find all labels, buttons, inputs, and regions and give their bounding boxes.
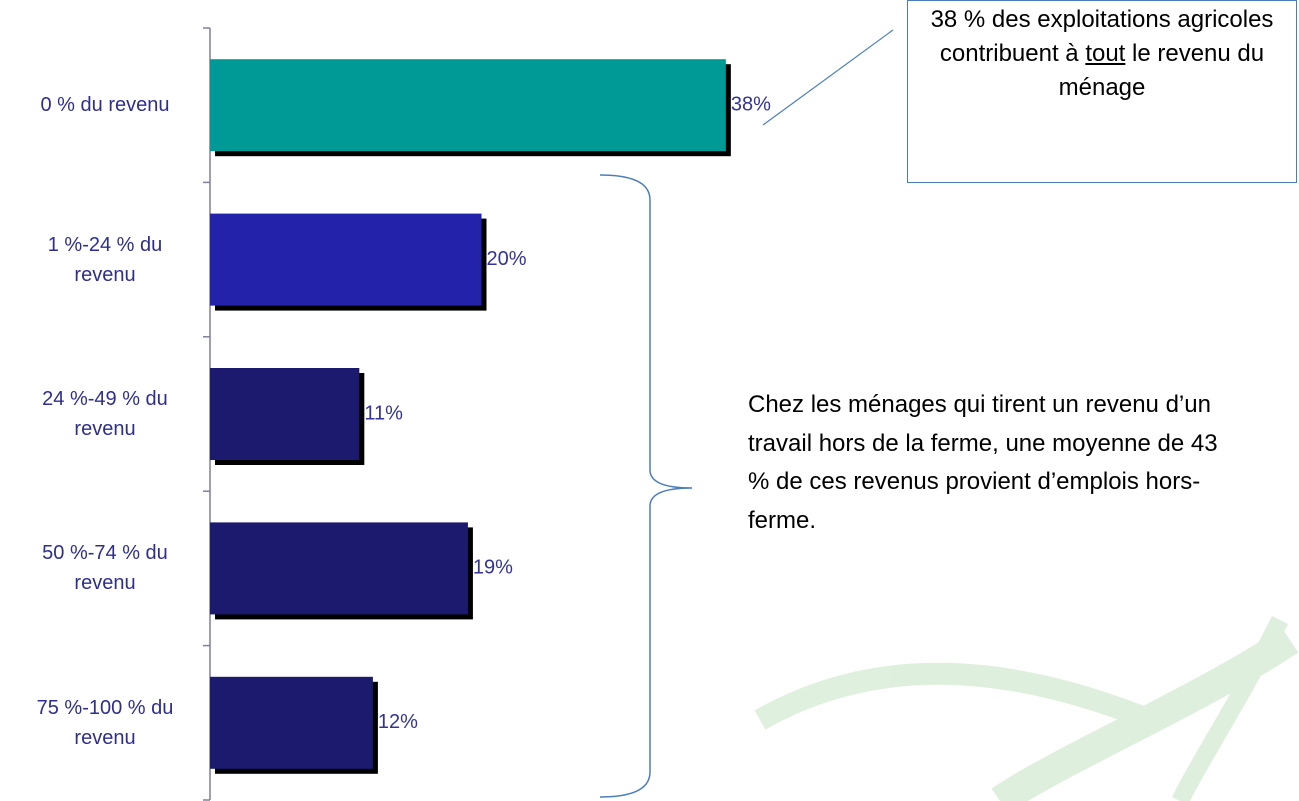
watermark	[760, 620, 1290, 801]
category-label: 0 % du revenu	[30, 90, 180, 120]
bar	[210, 677, 373, 769]
bar	[210, 368, 359, 460]
callout-underline: tout	[1085, 40, 1125, 67]
value-label: 11%	[364, 402, 403, 424]
category-label: 50 %-74 % du revenu	[30, 538, 180, 598]
brace	[600, 175, 692, 797]
value-label: 19%	[473, 557, 513, 579]
bar	[210, 522, 468, 614]
note: Chez les ménages qui tirent un revenu d’…	[748, 386, 1218, 540]
category-label: 1 %-24 % du revenu	[30, 230, 180, 290]
value-label: 20%	[487, 248, 527, 270]
category-label: 75 %-100 % du revenu	[30, 693, 180, 753]
callout-box: 38 % des exploitations agricoles contrib…	[907, 0, 1297, 183]
value-label: 38%	[731, 93, 771, 115]
bar	[210, 59, 726, 151]
value-label: 12%	[378, 711, 418, 733]
bar	[210, 214, 482, 306]
callout-leader	[763, 30, 893, 125]
page: 38% 20% 11% 19% 12% 38 % des exploitations a…	[0, 0, 1299, 801]
category-label: 24 %-49 % du revenu	[30, 384, 180, 444]
